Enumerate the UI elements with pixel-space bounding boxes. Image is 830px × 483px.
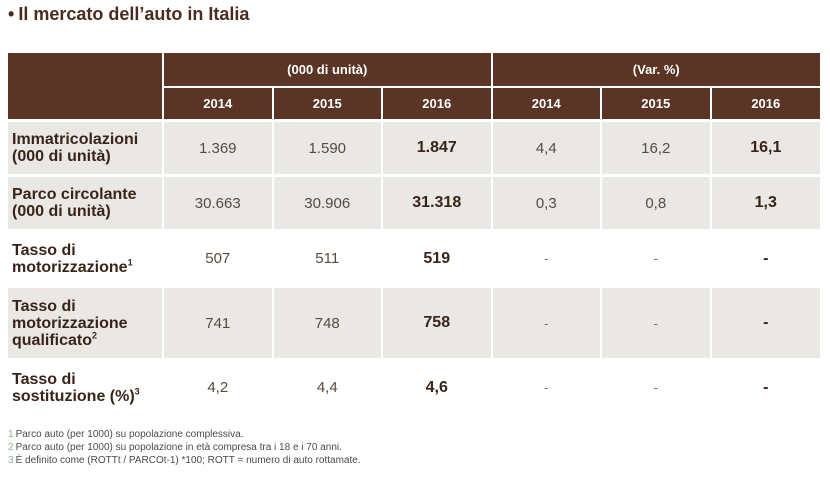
table-row-tasso-motorizzazione-qualificato: Tasso di motorizzazione qualificato2 741 7… [8,285,821,360]
footnote: 2 Parco auto (per 1000) su popolazione in… [8,442,342,453]
table-cell: - [709,358,821,414]
row-label: Immatricolazioni (000 di unità) [8,119,163,176]
table-cell: - [490,229,602,287]
footnote-ref: 1 [127,257,133,268]
table-cell: - [600,285,711,360]
table-cell: 758 [381,285,492,360]
header-corner [8,53,163,121]
footnote-ref: 3 [134,386,140,397]
table-cell: 511 [271,229,382,287]
header-group-units: (000 di unità) [162,53,492,87]
header-years-row: 2014 2015 2016 2014 2015 2016 [8,86,821,121]
row-label: Tasso di sostituzione (%)3 [8,358,163,414]
table-row-tasso-motorizzazione: Tasso di motorizzazione1 507 511 519 - - … [8,229,821,287]
table-cell: 0,3 [490,174,602,231]
table-cell: 16,1 [709,119,821,176]
table-cell: 31.318 [381,174,492,231]
header-year: 2015 [271,86,382,121]
table-cell: 1.847 [381,119,492,176]
table-cell: - [490,358,602,414]
header-year: 2014 [490,86,602,121]
table-cell: 4,4 [490,119,602,176]
header-year: 2016 [381,86,492,121]
table-cell: 741 [162,285,273,360]
table-cell: 16,2 [600,119,711,176]
table-cell: - [709,229,821,287]
table-cell: 4,4 [271,358,382,414]
header-year: 2014 [162,86,273,121]
footnote: 1 Parco auto (per 1000) su popolazione co… [8,429,244,440]
row-label: Tasso di motorizzazione qualificato2 [8,285,163,360]
table-cell: 519 [381,229,492,287]
table-cell: 0,8 [600,174,711,231]
table-cell: 1,3 [709,174,821,231]
header-group-var: (Var. %) [490,53,821,87]
table-cell: 4,6 [381,358,492,414]
table-row-tasso-sostituzione: Tasso di sostituzione (%)3 4,2 4,4 4,6 - … [8,358,821,414]
table-cell: - [490,285,602,360]
table-cell: - [600,358,711,414]
header-year: 2016 [709,86,821,121]
title-bullet: • [8,4,15,24]
table-cell: - [600,229,711,287]
table-cell: 1.369 [162,119,273,176]
table-cell: 30.663 [162,174,273,231]
page-title: • Il mercato dell’auto in Italia [8,4,249,25]
row-label: Tasso di motorizzazione1 [8,229,163,287]
table-cell: - [709,285,821,360]
row-label: Parco circolante (000 di unità) [8,174,163,231]
table-row-immatricolazioni: Immatricolazioni (000 di unità) 1.369 1.5… [8,119,821,176]
table-cell: 30.906 [271,174,382,231]
table-row-parco-circolante: Parco circolante (000 di unità) 30.663 30… [8,174,821,231]
table-cell: 748 [271,285,382,360]
footnote-ref: 2 [92,330,98,341]
header-year: 2015 [600,86,711,121]
title-text: Il mercato dell’auto in Italia [18,4,250,24]
footnotes: 1 Parco auto (per 1000) su popolazione co… [8,428,361,467]
table-cell: 1.590 [271,119,382,176]
table-cell: 4,2 [162,358,273,414]
market-table: (000 di unità) (Var. %) 2014 2015 2016 2… [8,53,821,414]
header-group-row: (000 di unità) (Var. %) [8,53,821,121]
table-cell: 507 [162,229,273,287]
